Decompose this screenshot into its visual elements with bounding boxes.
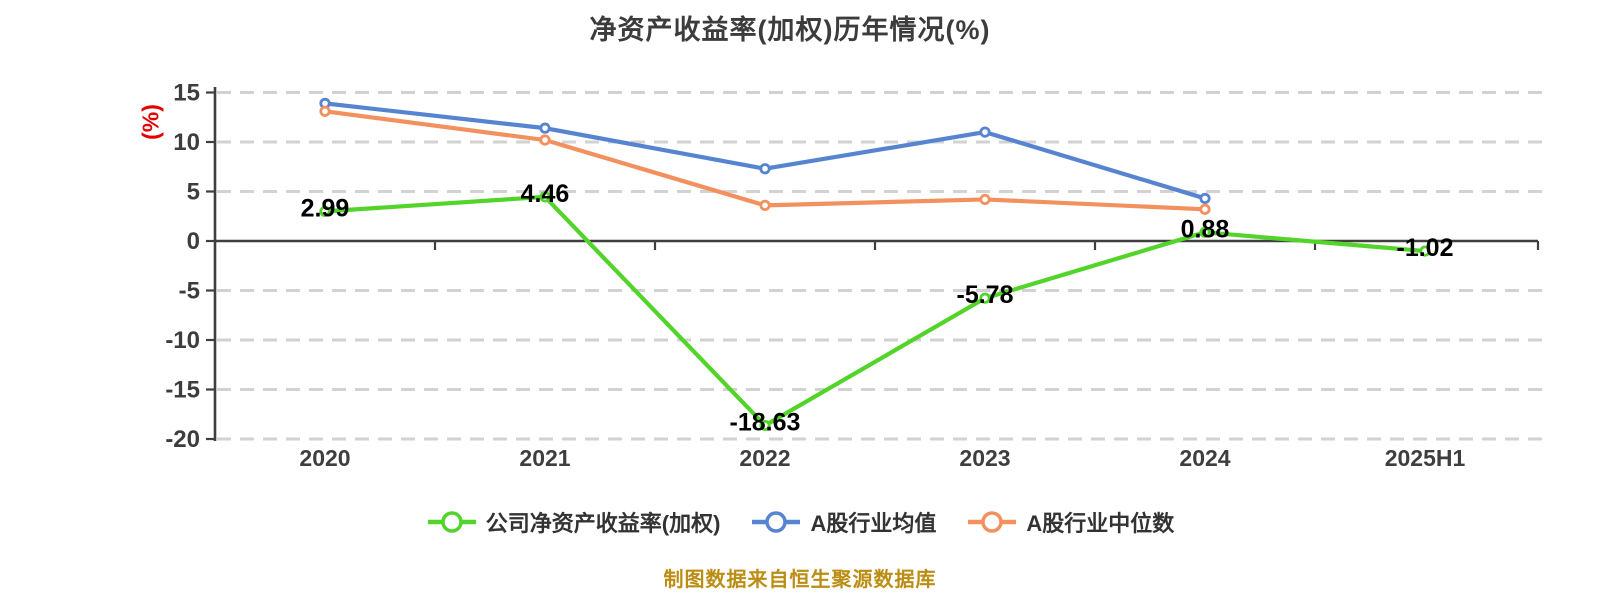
y-tick-label--10: -10 xyxy=(165,327,200,354)
series-line-1 xyxy=(322,101,1208,201)
y-tick-label-10: 10 xyxy=(173,129,200,156)
x-tick-label-2025H1: 2025H1 xyxy=(1385,445,1466,471)
y-tick-label--5: -5 xyxy=(179,278,200,305)
y-tick-label--20: -20 xyxy=(165,426,200,453)
legend-marker-icon xyxy=(752,511,801,533)
data-point-series-2[interactable] xyxy=(759,199,771,211)
x-tick-label-2023: 2023 xyxy=(959,445,1010,471)
data-label--5.78: -5.78 xyxy=(957,281,1014,309)
data-point-series-2[interactable] xyxy=(539,134,551,146)
data-point-series-2[interactable] xyxy=(1199,203,1211,215)
data-point-series-0[interactable] xyxy=(539,191,551,203)
x-tick-label-2024: 2024 xyxy=(1179,445,1230,471)
data-point-series-1[interactable] xyxy=(1199,192,1211,205)
legend-label: 公司净资产收益率(加权) xyxy=(485,511,721,536)
data-source-footer: 制图数据来自恒生聚源数据库 xyxy=(663,569,937,591)
data-point-series-0[interactable] xyxy=(319,205,331,217)
legend-label: A股行业均值 xyxy=(810,511,937,536)
data-point-series-2[interactable] xyxy=(979,193,991,206)
data-label--18.63: -18.63 xyxy=(730,408,801,436)
data-label--1.02: -1.02 xyxy=(1397,234,1454,262)
legend-item-1[interactable]: A股行业均值 xyxy=(750,506,936,538)
series-line-0 xyxy=(322,194,1428,428)
legend-marker-icon xyxy=(427,511,476,533)
legend-item-2[interactable]: A股行业中位数 xyxy=(966,506,1174,538)
legend: 公司净资产收益率(加权) A股行业均值 A股行业中位数 xyxy=(0,506,1600,538)
legend-marker-icon xyxy=(968,511,1017,533)
data-label-2.99: 2.99 xyxy=(301,194,350,222)
chart-title: 净资产收益率(加权)历年情况(%) xyxy=(589,15,991,45)
legend-label: A股行业中位数 xyxy=(1026,511,1175,536)
y-tick-label-0: 0 xyxy=(187,228,200,255)
data-point-series-0[interactable] xyxy=(759,419,771,432)
data-point-series-0[interactable] xyxy=(979,292,991,304)
data-point-series-2[interactable] xyxy=(319,105,331,117)
legend-item-0[interactable]: 公司净资产收益率(加权) xyxy=(426,506,721,538)
y-tick-label--15: -15 xyxy=(165,377,200,404)
data-point-series-1[interactable] xyxy=(979,126,991,138)
data-point-series-1[interactable] xyxy=(759,163,771,175)
x-tick-label-2021: 2021 xyxy=(519,445,570,471)
data-point-series-1[interactable] xyxy=(539,122,551,134)
data-label-0.88: 0.88 xyxy=(1181,215,1230,243)
y-tick-label-15: 15 xyxy=(173,80,200,107)
data-point-series-0[interactable] xyxy=(1199,226,1211,238)
x-tick-label-2022: 2022 xyxy=(739,445,790,471)
x-tick-label-2020: 2020 xyxy=(299,445,350,471)
data-label-4.46: 4.46 xyxy=(521,180,570,208)
data-point-series-0[interactable] xyxy=(1419,245,1431,257)
y-tick-label-5: 5 xyxy=(187,179,200,206)
